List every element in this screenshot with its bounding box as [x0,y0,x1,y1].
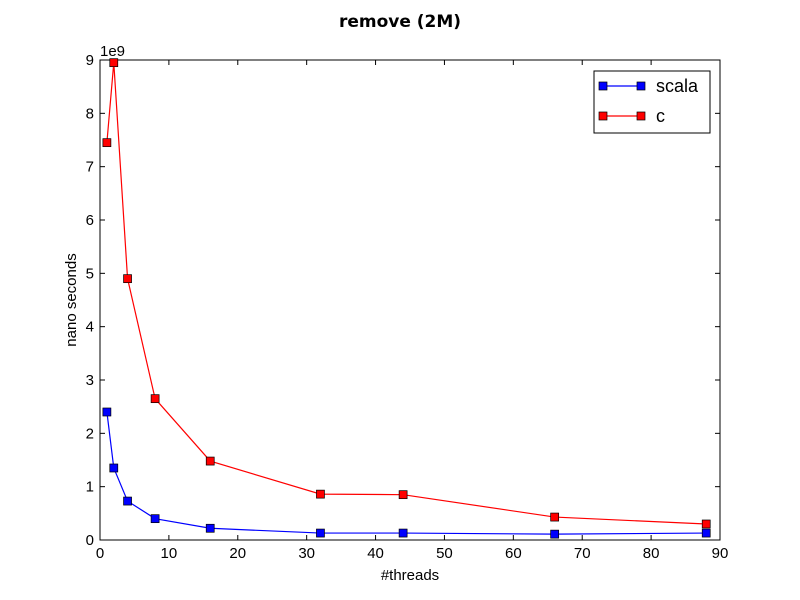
legend-entry-c: c [598,106,665,126]
chart-title: remove (2M) [339,12,461,32]
x-tick-label: 20 [229,545,246,562]
legend-marker [598,81,608,91]
y-tick-label: 8 [86,105,94,122]
data-point-c [398,490,408,500]
data-point-c [550,512,560,522]
y-tick-label: 2 [86,425,94,442]
x-tick-label: 50 [436,545,453,562]
legend-label: scala [656,76,699,96]
data-point-c [150,394,160,404]
x-tick-labels: 0 10 20 30 40 50 60 70 80 90 [96,545,729,562]
legend-marker [636,111,646,121]
y-multiplier-label: 1e9 [100,43,125,60]
y-tick-label: 3 [86,372,94,389]
data-point-scala [109,463,119,473]
x-axis-label: #threads [381,567,439,584]
x-tick-label: 80 [643,545,660,562]
data-point-c [123,274,132,284]
y-tick-label: 9 [86,52,94,69]
data-point-scala [205,523,215,533]
data-point-c [316,489,325,499]
axis-ticks [99,59,721,541]
data-point-scala [316,528,325,538]
data-point-scala [150,514,160,524]
legend-marker [636,81,646,91]
legend-marker [598,111,608,121]
x-tick-label: 60 [505,545,522,562]
data-point-c [205,456,215,466]
y-tick-labels: 0 1 2 3 4 5 6 7 8 9 [86,52,94,549]
data-point-scala [701,528,711,538]
y-axis-label: nano seconds [63,253,80,346]
legend-label: c [656,106,665,126]
data-point-c [109,58,119,68]
legend-box [593,70,711,134]
x-tick-label: 10 [161,545,178,562]
series-layer [102,58,711,539]
data-point-scala [102,407,112,417]
y-tick-label: 6 [86,212,94,229]
y-tick-label: 1 [86,479,94,496]
x-tick-label: 40 [367,545,384,562]
y-tick-label: 4 [86,319,94,336]
series-c [102,58,711,529]
x-tick-label: 0 [96,545,104,562]
legend-entry-scala: scala [598,76,699,96]
data-point-scala [550,529,560,539]
y-tick-label: 5 [86,265,94,282]
series-scala [102,407,711,539]
data-point-c [701,519,711,529]
x-tick-label: 30 [298,545,315,562]
y-tick-label: 0 [86,532,94,549]
data-point-scala [123,496,132,506]
legend: scala c [593,70,711,134]
y-tick-label: 7 [86,159,94,176]
x-tick-label: 70 [574,545,591,562]
plot-area [99,59,721,541]
x-tick-label: 90 [712,545,729,562]
data-point-c [102,138,112,148]
legend-entries: scala c [598,76,699,126]
data-point-scala [398,528,408,538]
